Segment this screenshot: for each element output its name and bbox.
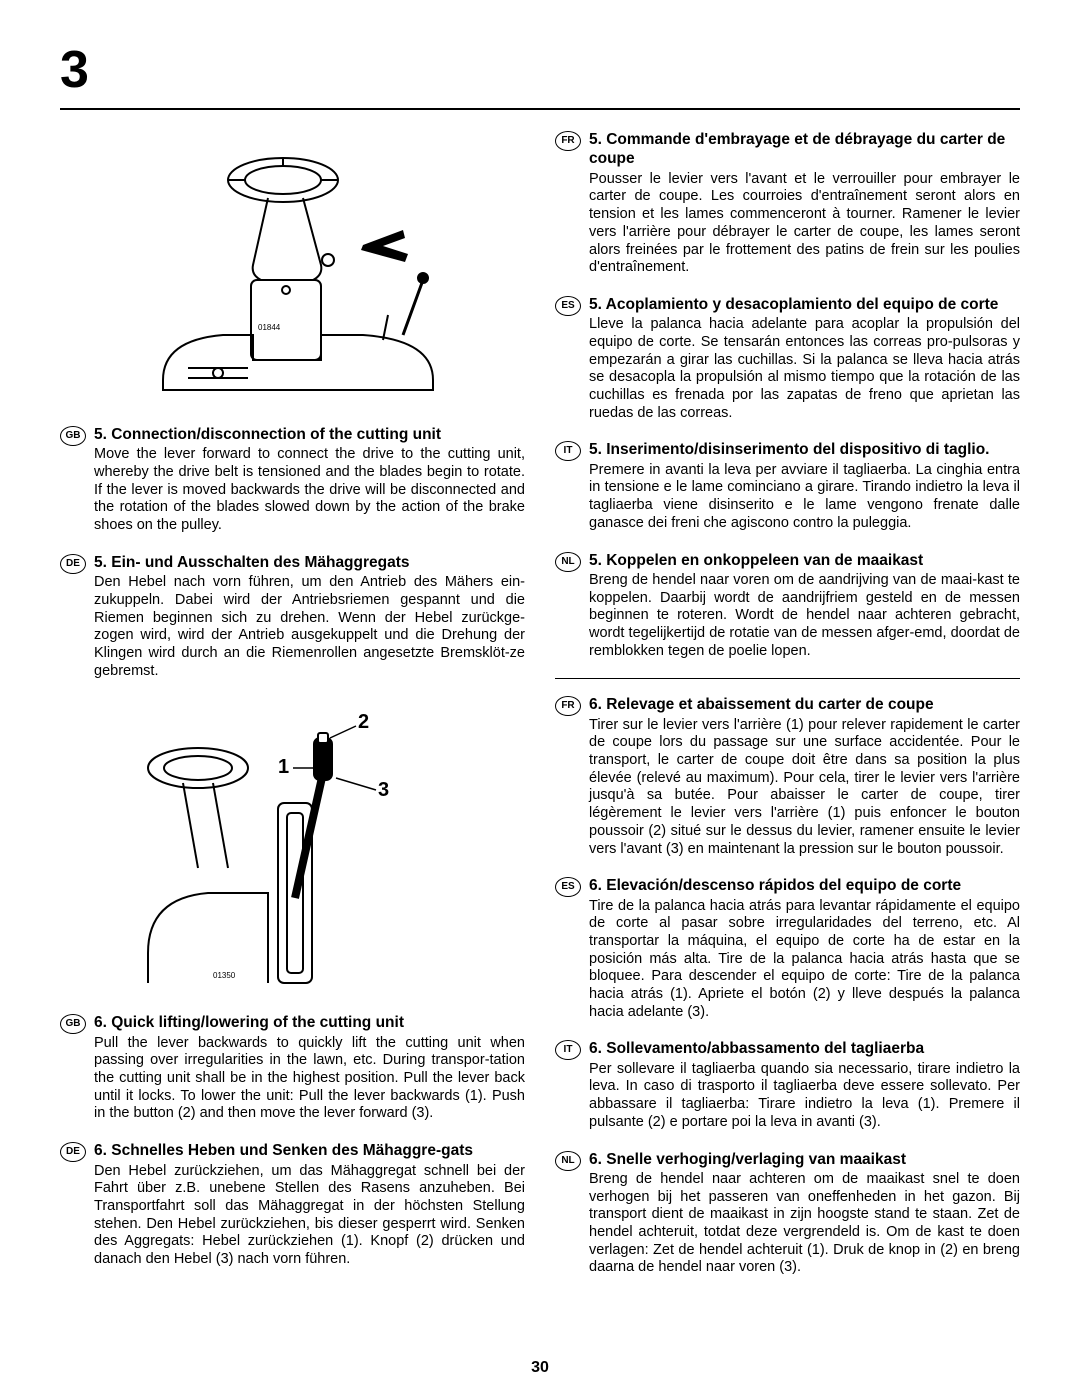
entry-text: Den Hebel nach vorn führen, um den Antri… [94, 574, 525, 680]
entry-text: Pousser le levier vers l'avant et le ver… [589, 171, 1020, 277]
label-2: 2 [358, 711, 369, 733]
entry-text: Tirer sur le levier vers l'arrière (1) p… [589, 717, 1020, 859]
entry-text: Tire de la palanca hacia atrás para leva… [589, 898, 1020, 1022]
lang-badge-it: IT [555, 441, 581, 461]
right-column: FR 5. Commande d'embrayage et de débraya… [555, 130, 1020, 1295]
entry-text: Pull the lever backwards to quickly lift… [94, 1035, 525, 1123]
figure-1-code: 01844 [258, 323, 281, 332]
arrow-icon [361, 230, 408, 262]
figure-2-code: 01350 [213, 971, 236, 980]
entry-fr-6: FR 6. Relevage et abaissement du carter … [555, 695, 1020, 858]
entry-title: 5. Acoplamiento y desacoplamiento del eq… [589, 295, 1020, 314]
entry-es-5: ES 5. Acoplamiento y desacoplamiento del… [555, 295, 1020, 423]
section-divider [555, 678, 1020, 679]
tractor-diagram-icon: 01844 [103, 130, 483, 410]
lang-badge-nl: NL [555, 552, 581, 572]
lang-badge-es: ES [555, 296, 581, 316]
entry-text: Lleve la palanca hacia adelante para aco… [589, 316, 1020, 422]
entry-title: 6. Relevage et abaissement du carter de … [589, 695, 1020, 714]
entry-it-6: IT 6. Sollevamento/abbassamento del tagl… [555, 1039, 1020, 1131]
label-1: 1 [278, 756, 289, 778]
lang-badge-es: ES [555, 877, 581, 897]
entry-text: Breng de hendel naar achteren om de maai… [589, 1171, 1020, 1277]
left-column: 01844 GB 5. Connection/disconnection of … [60, 130, 525, 1295]
top-rule [60, 108, 1020, 110]
entry-es-6: ES 6. Elevación/descenso rápidos del equ… [555, 876, 1020, 1021]
entry-title: 6. Schnelles Heben und Senken des Mähagg… [94, 1141, 525, 1160]
lang-badge-de: DE [60, 554, 86, 574]
entry-title: 6. Sollevamento/abbassamento del tagliae… [589, 1039, 1020, 1058]
entry-text: Den Hebel zurückziehen, um das Mähaggreg… [94, 1163, 525, 1269]
entry-de-5: DE 5. Ein- und Ausschalten des Mähaggreg… [60, 553, 525, 681]
entry-text: Breng de hendel naar voren om de aandrij… [589, 572, 1020, 660]
entry-de-6: DE 6. Schnelles Heben und Senken des Mäh… [60, 1141, 525, 1269]
entry-title: 5. Ein- und Ausschalten des Mähaggregats [94, 553, 525, 572]
figure-2: 2 1 3 01350 [60, 698, 525, 998]
entry-title: 5. Koppelen en onkoppeleen van de maaika… [589, 551, 1020, 570]
lang-badge-gb: GB [60, 426, 86, 446]
entry-title: 5. Connection/disconnection of the cutti… [94, 425, 525, 444]
entry-it-5: IT 5. Inserimento/disinserimento del dis… [555, 440, 1020, 532]
entry-gb-5: GB 5. Connection/disconnection of the cu… [60, 425, 525, 535]
entry-gb-6: GB 6. Quick lifting/lowering of the cutt… [60, 1013, 525, 1123]
entry-text: Premere in avanti la leva per avviare il… [589, 462, 1020, 533]
entry-nl-5: NL 5. Koppelen en onkoppeleen van de maa… [555, 551, 1020, 661]
label-3: 3 [378, 779, 389, 801]
entry-title: 6. Snelle verhoging/verlaging van maaika… [589, 1150, 1020, 1169]
entry-title: 5. Commande d'embrayage et de débrayage … [589, 130, 1020, 169]
entry-fr-5: FR 5. Commande d'embrayage et de débraya… [555, 130, 1020, 277]
lang-badge-de: DE [60, 1142, 86, 1162]
entry-text: Move the lever forward to connect the dr… [94, 446, 525, 534]
columns: 01844 GB 5. Connection/disconnection of … [60, 130, 1020, 1295]
figure-1: 01844 [60, 130, 525, 410]
entry-nl-6: NL 6. Snelle verhoging/verlaging van maa… [555, 1150, 1020, 1278]
lang-badge-nl: NL [555, 1151, 581, 1171]
lever-diagram-icon: 2 1 3 01350 [128, 698, 458, 998]
entry-text: Per sollevare il tagliaerba quando sia n… [589, 1061, 1020, 1132]
entry-title: 5. Inserimento/disinserimento del dispos… [589, 440, 1020, 459]
lang-badge-gb: GB [60, 1014, 86, 1034]
page-number: 30 [0, 1359, 1080, 1377]
section-number: 3 [60, 40, 1020, 100]
entry-title: 6. Elevación/descenso rápidos del equipo… [589, 876, 1020, 895]
lang-badge-fr: FR [555, 696, 581, 716]
lang-badge-fr: FR [555, 131, 581, 151]
lang-badge-it: IT [555, 1040, 581, 1060]
entry-title: 6. Quick lifting/lowering of the cutting… [94, 1013, 525, 1032]
